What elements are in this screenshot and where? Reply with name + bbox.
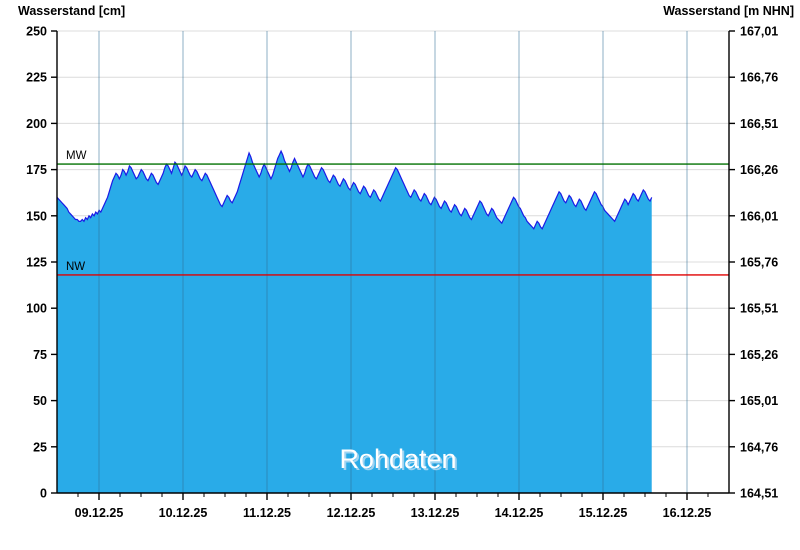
water-level-line bbox=[57, 149, 653, 230]
left-tick-label: 250 bbox=[26, 25, 47, 39]
x-tick-label: 14.12.25 bbox=[495, 506, 544, 520]
x-tick-label: 13.12.25 bbox=[411, 506, 460, 520]
right-tick-label: 165,01 bbox=[740, 394, 778, 408]
left-tick-label: 25 bbox=[33, 440, 47, 454]
left-tick-label: 175 bbox=[26, 163, 47, 177]
left-tick-label: 225 bbox=[26, 71, 47, 85]
right-tick-label: 166,51 bbox=[740, 117, 778, 131]
right-tick-label: 166,76 bbox=[740, 71, 778, 85]
left-tick-label: 150 bbox=[26, 209, 47, 223]
left-axis-ticks: 0 25 50 75 100 125 150 175 200 225 250 bbox=[26, 25, 57, 501]
day-gridlines-overlay bbox=[98, 31, 688, 493]
x-axis-ticks: 09.12.25 10.12.25 11.12.25 12.12.25 13.12.25… bbox=[75, 493, 712, 520]
right-tick-label: 165,76 bbox=[740, 256, 778, 270]
right-tick-label: 166,26 bbox=[740, 163, 778, 177]
right-tick-label: 166,01 bbox=[740, 209, 778, 223]
left-tick-label: 75 bbox=[33, 348, 47, 362]
x-tick-label: 09.12.25 bbox=[75, 506, 124, 520]
watermark-label: Rohdaten bbox=[339, 444, 456, 474]
x-tick-label: 10.12.25 bbox=[159, 506, 208, 520]
watermark-shadow: Rohdaten bbox=[341, 446, 458, 476]
right-tick-label: 164,51 bbox=[740, 487, 778, 501]
water-level-fill bbox=[57, 151, 652, 493]
watermark: Rohdaten Rohdaten bbox=[339, 444, 458, 476]
left-axis-title: Wasserstand [cm] bbox=[18, 4, 126, 18]
x-tick-label: 15.12.25 bbox=[579, 506, 628, 520]
right-tick-label: 165,51 bbox=[740, 302, 778, 316]
reference-label-mw: MW bbox=[66, 150, 87, 162]
right-tick-label: 167,01 bbox=[740, 25, 778, 39]
right-tick-label: 165,26 bbox=[740, 348, 778, 362]
x-tick-label: 11.12.25 bbox=[243, 506, 291, 520]
water-level-area bbox=[57, 149, 653, 493]
reference-label-nw: NW bbox=[66, 261, 85, 273]
reference-lines: MW NW bbox=[57, 150, 729, 276]
left-tick-label: 50 bbox=[33, 394, 47, 408]
left-tick-label: 125 bbox=[26, 256, 47, 270]
right-axis-title: Wasserstand [m NHN] bbox=[663, 4, 794, 18]
x-tick-label: 16.12.25 bbox=[663, 506, 712, 520]
left-tick-label: 200 bbox=[26, 117, 47, 131]
right-axis-ticks: 164,51 164,76 165,01 165,26 165,51 165,76 166,… bbox=[729, 25, 778, 501]
x-tick-label: 12.12.25 bbox=[327, 506, 376, 520]
left-tick-label: 0 bbox=[40, 487, 47, 501]
left-tick-label: 100 bbox=[26, 302, 47, 316]
right-tick-label: 164,76 bbox=[740, 440, 778, 454]
